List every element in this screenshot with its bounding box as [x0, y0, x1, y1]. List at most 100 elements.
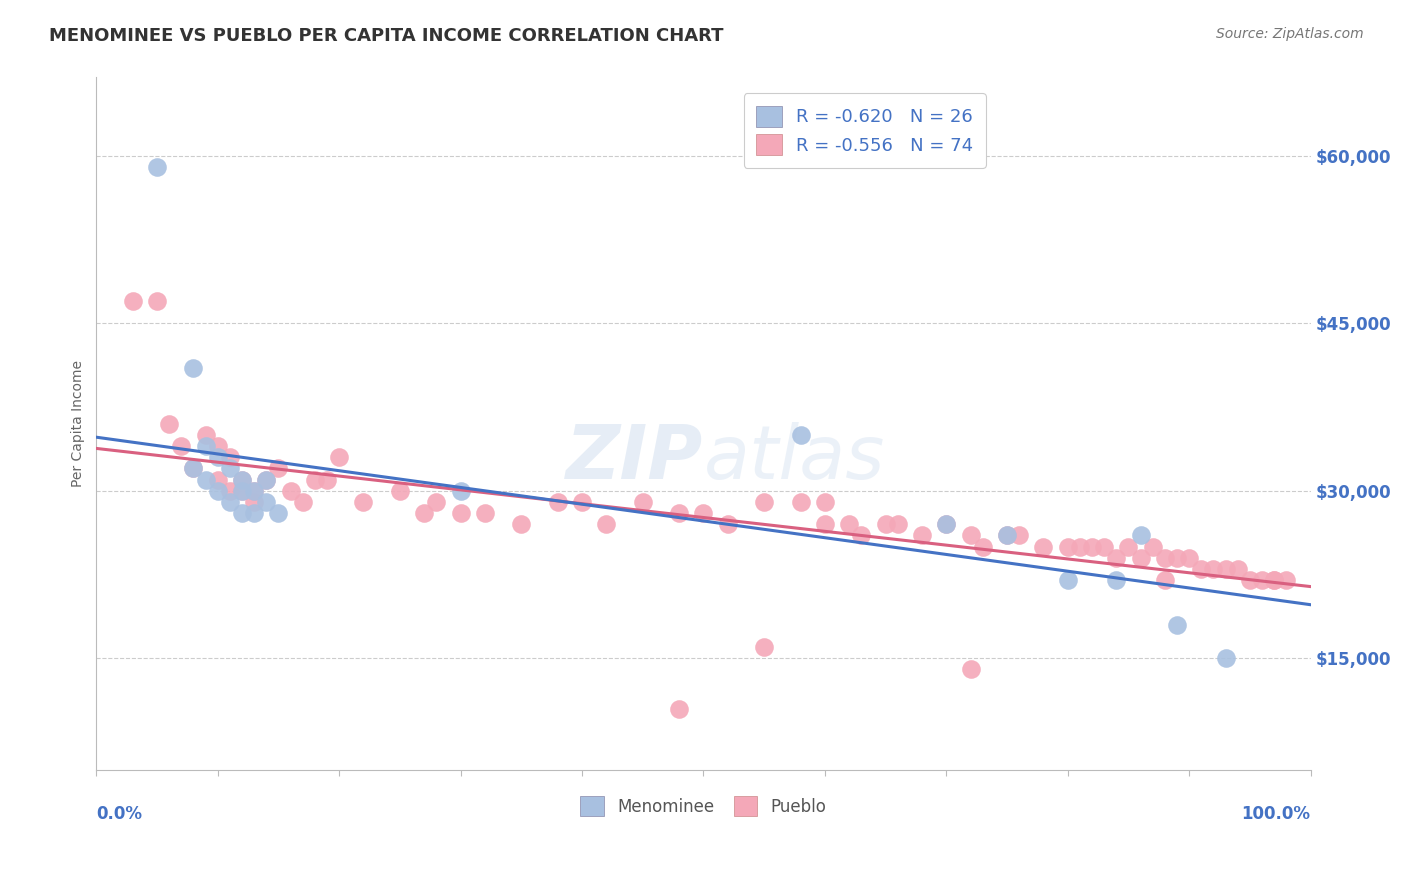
Point [267, 506, 290, 520]
Point [668, 701, 690, 715]
Point [194, 439, 217, 453]
Point [1166, 550, 1188, 565]
Point [1189, 562, 1212, 576]
Point [146, 160, 169, 174]
Point [959, 528, 981, 542]
Point [510, 517, 533, 532]
Point [243, 495, 266, 509]
Point [1215, 562, 1237, 576]
Point [231, 483, 253, 498]
Point [1129, 550, 1152, 565]
Point [121, 293, 143, 308]
Point [789, 495, 811, 509]
Text: Source: ZipAtlas.com: Source: ZipAtlas.com [1216, 27, 1364, 41]
Point [1081, 540, 1104, 554]
Point [972, 540, 994, 554]
Point [1118, 540, 1140, 554]
Point [219, 483, 242, 498]
Point [1092, 540, 1115, 554]
Point [316, 473, 339, 487]
Point [1275, 573, 1298, 587]
Point [413, 506, 436, 520]
Point [692, 506, 714, 520]
Point [886, 517, 908, 532]
Point [1105, 550, 1128, 565]
Point [219, 495, 242, 509]
Text: 0.0%: 0.0% [97, 805, 142, 822]
Point [935, 517, 957, 532]
Point [838, 517, 860, 532]
Point [1153, 550, 1175, 565]
Point [631, 495, 654, 509]
Point [1142, 540, 1164, 554]
Point [231, 506, 253, 520]
Point [219, 450, 242, 465]
Point [851, 528, 873, 542]
Point [752, 495, 775, 509]
Point [243, 483, 266, 498]
Legend: Menominee, Pueblo: Menominee, Pueblo [572, 788, 835, 824]
Point [911, 528, 934, 542]
Point [353, 495, 375, 509]
Point [571, 495, 593, 509]
Point [243, 506, 266, 520]
Point [231, 473, 253, 487]
Point [474, 506, 496, 520]
Point [146, 293, 169, 308]
Point [219, 461, 242, 475]
Point [183, 461, 205, 475]
Point [717, 517, 740, 532]
Point [254, 473, 277, 487]
Point [1215, 651, 1237, 665]
Point [1251, 573, 1274, 587]
Y-axis label: Per Capita Income: Per Capita Income [72, 360, 86, 487]
Point [547, 495, 569, 509]
Text: MENOMINEE VS PUEBLO PER CAPITA INCOME CORRELATION CHART: MENOMINEE VS PUEBLO PER CAPITA INCOME CO… [49, 27, 724, 45]
Point [1069, 540, 1091, 554]
Point [995, 528, 1018, 542]
Point [1056, 573, 1078, 587]
Point [207, 439, 229, 453]
Point [789, 428, 811, 442]
Point [1032, 540, 1054, 554]
Point [207, 450, 229, 465]
Point [935, 517, 957, 532]
Point [814, 517, 837, 532]
Point [875, 517, 897, 532]
Point [1178, 550, 1201, 565]
Point [170, 439, 193, 453]
Text: 100.0%: 100.0% [1241, 805, 1310, 822]
Point [1129, 528, 1152, 542]
Point [243, 483, 266, 498]
Text: atlas: atlas [703, 422, 884, 494]
Point [1263, 573, 1285, 587]
Point [1226, 562, 1249, 576]
Point [1202, 562, 1225, 576]
Point [291, 495, 314, 509]
Point [450, 483, 472, 498]
Point [1056, 540, 1078, 554]
Point [194, 473, 217, 487]
Point [267, 461, 290, 475]
Point [1263, 573, 1285, 587]
Point [388, 483, 411, 498]
Point [450, 506, 472, 520]
Point [254, 495, 277, 509]
Point [1166, 617, 1188, 632]
Point [1008, 528, 1031, 542]
Point [304, 473, 326, 487]
Point [254, 473, 277, 487]
Point [1239, 573, 1261, 587]
Point [207, 473, 229, 487]
Point [207, 483, 229, 498]
Point [157, 417, 180, 431]
Point [668, 506, 690, 520]
Point [280, 483, 302, 498]
Point [183, 461, 205, 475]
Point [595, 517, 617, 532]
Point [425, 495, 447, 509]
Point [183, 360, 205, 375]
Point [1153, 573, 1175, 587]
Point [231, 473, 253, 487]
Point [752, 640, 775, 654]
